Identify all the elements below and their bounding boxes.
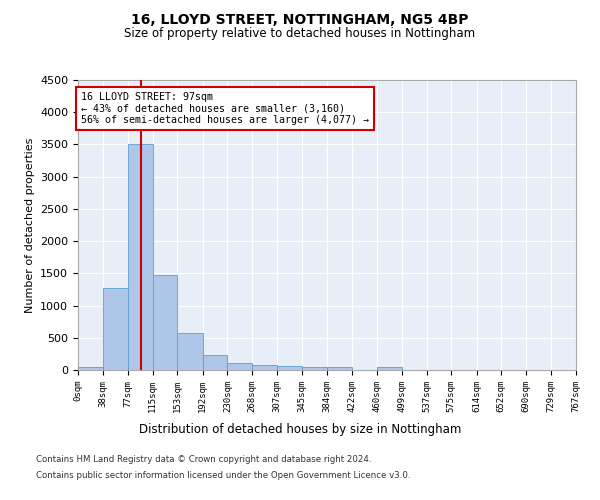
Text: Size of property relative to detached houses in Nottingham: Size of property relative to detached ho…	[124, 28, 476, 40]
Bar	[227, 362, 252, 370]
Bar	[302, 367, 328, 370]
Y-axis label: Number of detached properties: Number of detached properties	[25, 138, 35, 312]
Bar	[277, 366, 302, 370]
Bar	[152, 274, 178, 370]
Bar	[328, 367, 352, 370]
Bar	[128, 144, 152, 370]
Text: Distribution of detached houses by size in Nottingham: Distribution of detached houses by size …	[139, 422, 461, 436]
Bar	[178, 333, 203, 370]
Bar	[103, 288, 128, 370]
Bar	[78, 368, 103, 370]
Text: 16 LLOYD STREET: 97sqm
← 43% of detached houses are smaller (3,160)
56% of semi-: 16 LLOYD STREET: 97sqm ← 43% of detached…	[81, 92, 369, 125]
Text: Contains HM Land Registry data © Crown copyright and database right 2024.: Contains HM Land Registry data © Crown c…	[36, 455, 371, 464]
Bar	[252, 365, 277, 370]
Bar	[377, 367, 402, 370]
Text: Contains public sector information licensed under the Open Government Licence v3: Contains public sector information licen…	[36, 471, 410, 480]
Text: 16, LLOYD STREET, NOTTINGHAM, NG5 4BP: 16, LLOYD STREET, NOTTINGHAM, NG5 4BP	[131, 12, 469, 26]
Bar	[203, 354, 227, 370]
